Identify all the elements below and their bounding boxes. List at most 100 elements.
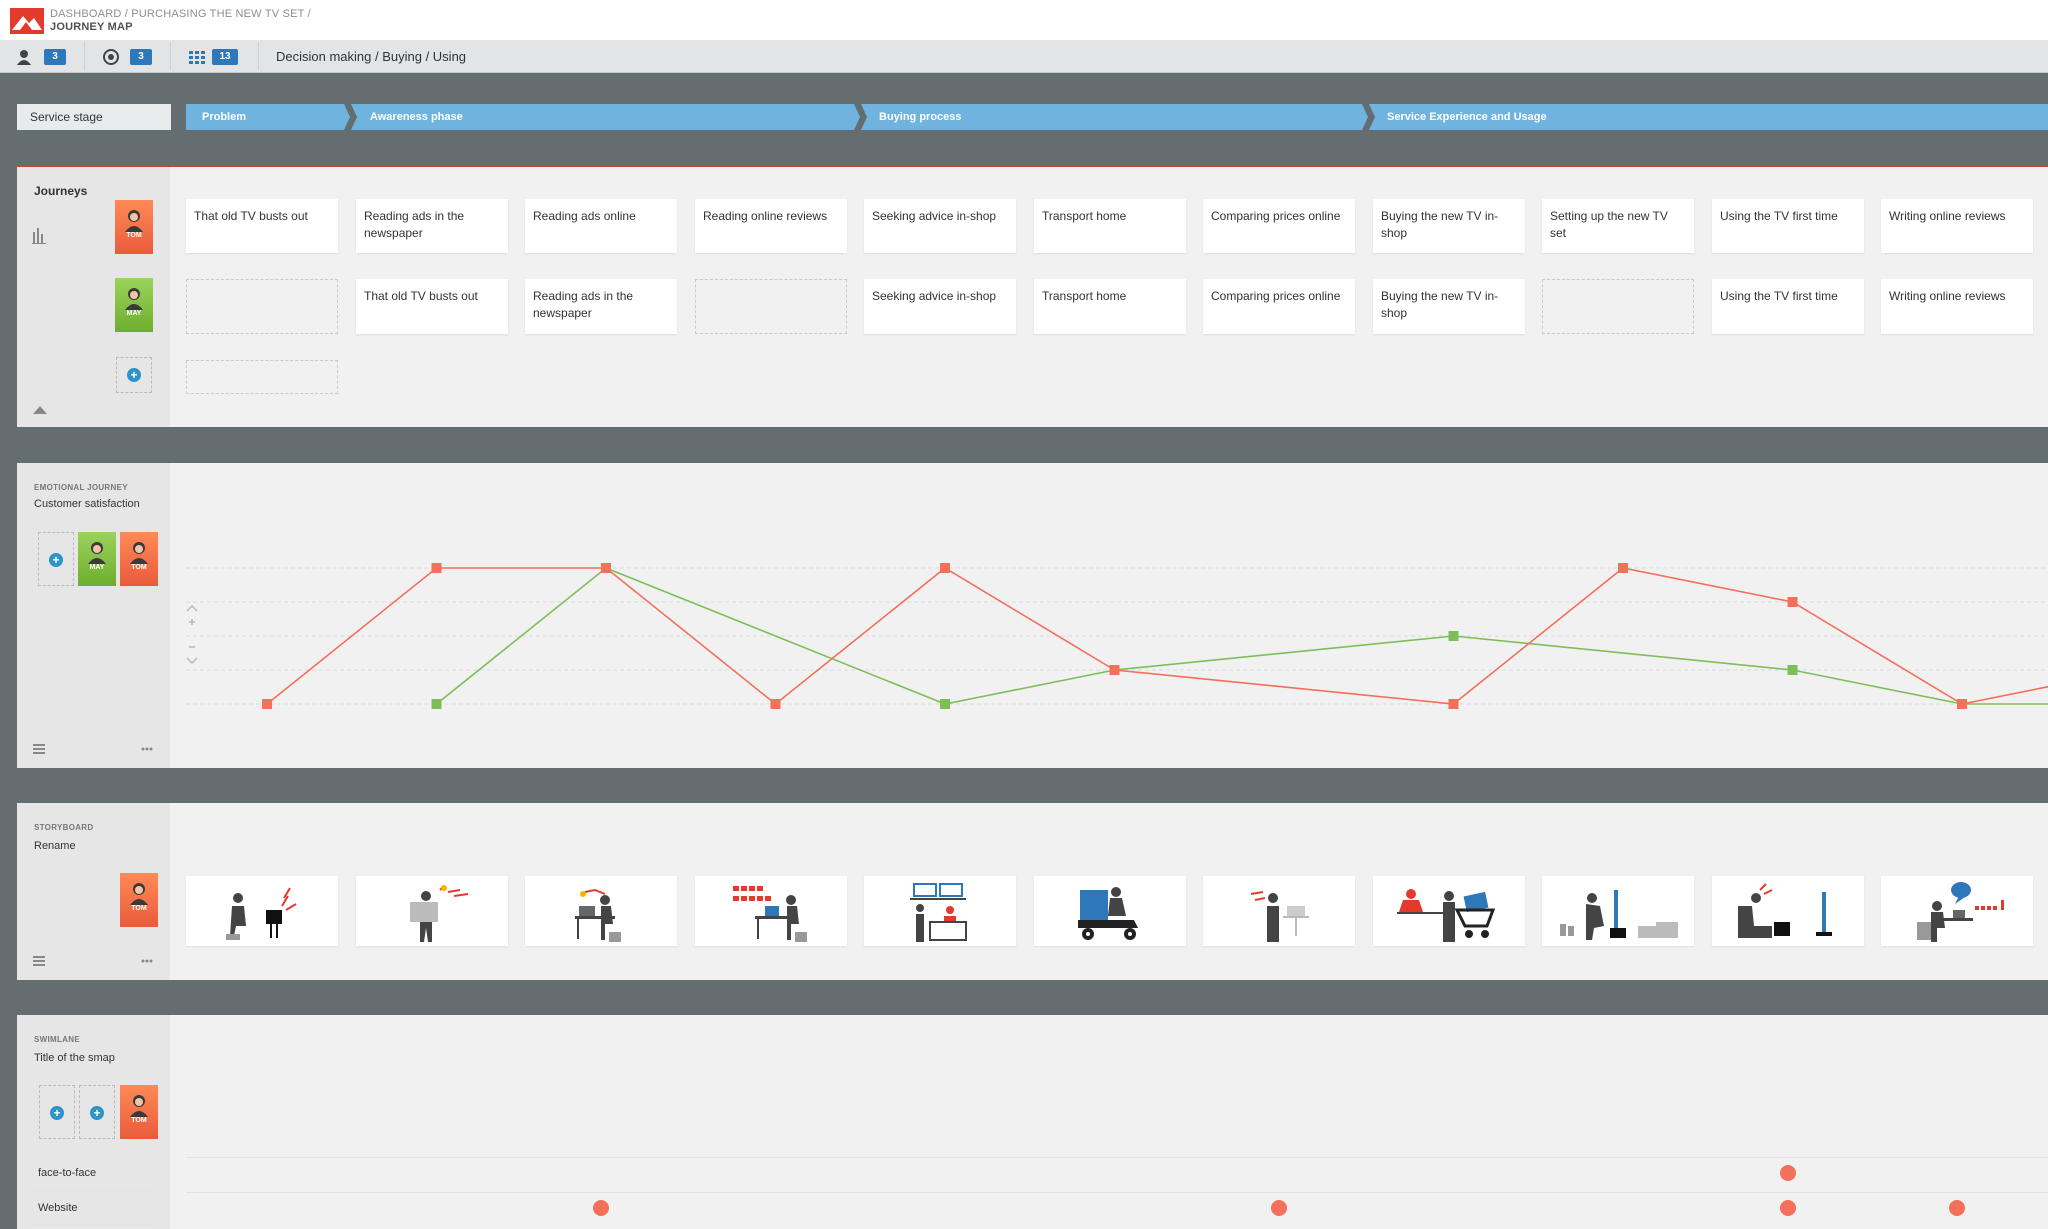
storyboard-frame[interactable] — [186, 876, 338, 946]
journey-card[interactable]: Writing online reviews — [1881, 279, 2033, 334]
page-title: JOURNEY MAP — [50, 21, 133, 33]
journey-card[interactable]: Transport home — [1034, 199, 1186, 253]
journey-card[interactable]: Comparing prices online — [1203, 199, 1355, 253]
more-options-icon[interactable] — [141, 959, 153, 963]
goals-count-badge[interactable]: 3 — [130, 49, 152, 65]
persona-tom-avatar[interactable]: TOM — [120, 532, 158, 586]
journey-card[interactable]: Seeking advice in-shop — [864, 199, 1016, 253]
personas-count-badge[interactable]: 3 — [44, 49, 66, 65]
lane-label-website[interactable]: Website — [38, 1202, 78, 1214]
storyboard-frame[interactable] — [1034, 876, 1186, 946]
grid-icon[interactable] — [188, 48, 206, 66]
persona-tom-avatar[interactable]: TOM — [115, 200, 153, 254]
chart-scale-controls[interactable] — [184, 603, 200, 667]
journey-card[interactable]: Using the TV first time — [1712, 199, 1864, 253]
add-persona-button[interactable]: + — [39, 1085, 75, 1139]
empty-journey-slot[interactable] — [186, 360, 338, 394]
journey-card[interactable]: That old TV busts out — [356, 279, 508, 334]
stage-buying-process[interactable]: Buying process — [879, 111, 962, 123]
journey-card[interactable]: Writing online reviews — [1881, 199, 2033, 253]
storyboard-frame[interactable] — [356, 876, 508, 946]
shop-advice-illustration-icon — [910, 883, 967, 942]
touchpoint-website[interactable] — [593, 1200, 609, 1216]
steps-count-badge[interactable]: 13 — [212, 49, 238, 65]
persona-tom-avatar[interactable]: TOM — [120, 1085, 158, 1139]
stage-problem[interactable]: Problem — [202, 111, 247, 123]
add-persona-button[interactable]: + — [116, 357, 152, 393]
more-options-icon[interactable] — [141, 747, 153, 751]
touchpoint-face-to-face[interactable] — [1779, 1165, 1796, 1181]
journey-card[interactable]: Reading ads online — [525, 199, 677, 253]
touchpoint-website[interactable] — [1779, 1200, 1796, 1216]
empty-journey-slot[interactable] — [1542, 279, 1694, 334]
lane-divider — [34, 1224, 152, 1225]
emotional-journey-section — [17, 463, 2048, 768]
buying-in-shop-illustration-icon — [1397, 889, 1496, 942]
persona-may-avatar[interactable]: MAY — [78, 532, 116, 586]
service-stage-label: Service stage — [17, 104, 171, 130]
journey-card[interactable]: Using the TV first time — [1712, 279, 1864, 334]
storyboard-frame[interactable] — [695, 876, 847, 946]
storyboard-frame[interactable] — [1203, 876, 1355, 946]
person-icon — [130, 883, 148, 905]
emotional-journey-chart[interactable] — [186, 540, 2048, 730]
emotion-point — [1787, 597, 1798, 607]
storyboard-frame[interactable] — [1373, 876, 1525, 946]
setting-up-tv-illustration-icon — [1560, 890, 1678, 940]
storyboard-frame[interactable] — [864, 876, 1016, 946]
journey-card[interactable]: Reading online reviews — [695, 199, 847, 253]
breadcrumb[interactable]: DASHBOARD / PURCHASING THE NEW TV SET / — [50, 8, 311, 20]
storyboard-section — [17, 803, 2048, 980]
stage-bar — [186, 104, 2048, 130]
emotion-point — [601, 563, 611, 573]
touchpoint-website[interactable] — [1949, 1200, 1965, 1216]
bar-chart-icon[interactable] — [32, 228, 46, 244]
journey-card[interactable]: That old TV busts out — [186, 199, 338, 253]
add-persona-button[interactable]: + — [38, 532, 74, 586]
emotion-point — [431, 699, 442, 709]
stage-awareness-chevron — [351, 104, 860, 130]
emotion-point — [940, 563, 950, 573]
journey-card[interactable]: Reading ads in the newspaper — [356, 199, 508, 253]
journey-card[interactable]: Reading ads in the newspaper — [525, 279, 677, 334]
storyboard-frame[interactable] — [1881, 876, 2033, 946]
section-title[interactable]: Title of the smap — [34, 1052, 115, 1064]
empty-journey-slot[interactable] — [695, 279, 847, 334]
journey-card[interactable]: Transport home — [1034, 279, 1186, 334]
stage-service-experience[interactable]: Service Experience and Usage — [1387, 111, 1547, 123]
toolbar-divider — [258, 42, 259, 70]
persona-tom-avatar[interactable]: TOM — [120, 873, 158, 927]
user-icon[interactable] — [15, 48, 33, 66]
plus-icon: + — [49, 553, 63, 567]
plus-icon: + — [50, 1106, 64, 1120]
storyboard-frame[interactable] — [1542, 876, 1694, 946]
journey-card[interactable]: Buying the new TV in-shop — [1373, 279, 1525, 334]
newspaper-illustration-icon — [410, 885, 469, 942]
touchpoint-website[interactable] — [1271, 1200, 1287, 1216]
stage-awareness-phase[interactable]: Awareness phase — [370, 111, 463, 123]
writing-review-illustration-icon — [1917, 882, 2004, 942]
storyboard-frame[interactable] — [525, 876, 677, 946]
emotion-point — [1618, 563, 1628, 573]
collapse-arrow-icon[interactable] — [33, 405, 47, 414]
section-title[interactable]: Customer satisfaction — [34, 498, 140, 510]
lane-label-face-to-face[interactable]: face-to-face — [38, 1167, 97, 1179]
section-title[interactable]: Rename — [34, 840, 76, 852]
person-icon — [88, 542, 106, 564]
add-persona-button[interactable]: + — [79, 1085, 115, 1139]
menu-icon[interactable] — [33, 956, 45, 966]
empty-journey-slot[interactable] — [186, 279, 338, 334]
transport-home-illustration-icon — [1078, 887, 1138, 940]
journey-card[interactable]: Seeking advice in-shop — [864, 279, 1016, 334]
toolbar — [0, 40, 2048, 73]
emotion-point — [1957, 699, 1967, 709]
journey-card[interactable]: Buying the new TV in-shop — [1373, 199, 1525, 253]
emotion-point — [1109, 665, 1120, 675]
menu-icon[interactable] — [33, 744, 45, 754]
journey-card[interactable]: Comparing prices online — [1203, 279, 1355, 334]
journey-card[interactable]: Setting up the new TV set — [1542, 199, 1694, 253]
app-logo-icon[interactable] — [10, 8, 44, 34]
target-icon[interactable] — [102, 48, 120, 66]
storyboard-frame[interactable] — [1712, 876, 1864, 946]
persona-may-avatar[interactable]: MAY — [115, 278, 153, 332]
